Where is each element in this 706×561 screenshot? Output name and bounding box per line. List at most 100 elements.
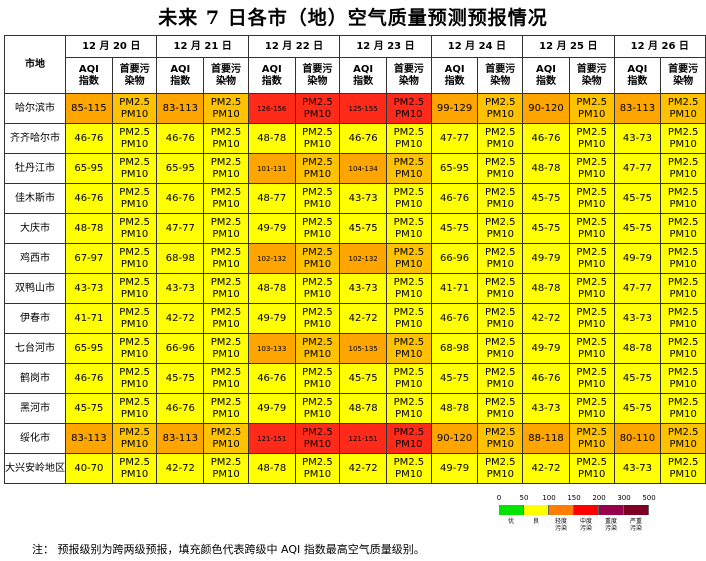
primary-pollutant: PM2.5 PM10	[111, 423, 158, 454]
aqi-range: 48-78	[247, 273, 296, 304]
pollutant-pm25: PM2.5	[119, 126, 150, 138]
aqi-range: 121-151	[339, 423, 388, 454]
primary-pollutant-header: 首要污染物	[477, 57, 524, 94]
pollutant-pm10: PM10	[486, 378, 514, 390]
pollutant-pm25: PM2.5	[393, 276, 425, 288]
pollutant-pm25: PM2.5	[210, 126, 242, 138]
pollutant-pm25: PM2.5	[119, 396, 150, 408]
aqi-range: 49-79	[613, 243, 662, 274]
primary-pollutant: PM2.5 PM10	[203, 123, 249, 154]
pollutant-pm10: PM10	[212, 198, 240, 210]
pollutant-pm10: PM10	[486, 408, 514, 420]
pollutant-pm25: PM2.5	[667, 126, 699, 138]
pollutant-pm10: PM10	[578, 258, 606, 270]
primary-pollutant: PM2.5 PM10	[203, 453, 249, 484]
pollutant-pm10: PM10	[303, 378, 332, 390]
aqi-range: 46-76	[430, 303, 479, 334]
pollutant-pm10: PM10	[578, 438, 606, 450]
aqi-range: 66-96	[430, 243, 479, 274]
forecast-table: 市地 12 月 20 日 12 月 21 日 12 月 22 日 12 月 23 日 12…	[4, 35, 706, 484]
pollutant-pm25: PM2.5	[667, 306, 699, 318]
pollutant-pm25: PM2.5	[393, 306, 425, 318]
pollutant-pm10: PM10	[120, 348, 149, 360]
pollutant-pm25: PM2.5	[119, 186, 150, 198]
pollutant-pm10: PM10	[303, 258, 332, 270]
city-name: 大庆市	[4, 213, 66, 244]
pollutant-pm10: PM10	[669, 348, 697, 360]
pollutant-pm25: PM2.5	[302, 366, 333, 378]
pollutant-pm10: PM10	[395, 468, 423, 480]
primary-pollutant: PM2.5 PM10	[660, 243, 706, 274]
pollutant-pm25: PM2.5	[484, 366, 516, 378]
legend-level-label: 优	[507, 518, 514, 525]
pollutant-pm25: PM2.5	[393, 456, 425, 468]
pollutant-pm10: PM10	[212, 228, 240, 240]
primary-pollutant: PM2.5 PM10	[111, 213, 158, 244]
table-row: 伊春市 41-71 PM2.5 PM10 42-72 PM2.5 PM10 49-79 PM2.…	[4, 303, 706, 334]
pollutant-pm10: PM10	[486, 108, 514, 120]
city-name: 鸡西市	[4, 243, 66, 274]
aqi-range: 46-76	[247, 363, 296, 394]
pollutant-pm10: PM10	[578, 378, 606, 390]
aqi-range: 46-76	[65, 183, 113, 214]
pollutant-pm25: PM2.5	[393, 396, 425, 408]
aqi-range: 43-73	[156, 273, 205, 304]
primary-pollutant: PM2.5 PM10	[294, 453, 341, 484]
city-name: 齐齐哈尔市	[4, 123, 66, 154]
aqi-range: 48-78	[247, 453, 296, 484]
pollutant-pm10: PM10	[486, 468, 514, 480]
pollutant-pm25: PM2.5	[576, 336, 607, 348]
aqi-range: 68-98	[430, 333, 479, 364]
pollutant-pm25: PM2.5	[302, 426, 333, 438]
pollutant-pm25: PM2.5	[484, 306, 516, 318]
aqi-range: 65-95	[65, 333, 113, 364]
aqi-range: 42-72	[339, 303, 388, 334]
pollutant-pm25: PM2.5	[119, 366, 150, 378]
city-column-header: 市地	[4, 35, 66, 94]
pollutant-pm10: PM10	[303, 348, 332, 360]
aqi-range: 46-76	[156, 123, 205, 154]
footnote: 注： 预报级别为跨两级预报，填充颜色代表跨级中 AQI 指数最高空气质量级别。	[32, 543, 425, 556]
pollutant-pm10: PM10	[395, 348, 423, 360]
city-name: 伊春市	[4, 303, 66, 334]
pollutant-pm10: PM10	[578, 468, 606, 480]
primary-pollutant: PM2.5 PM10	[568, 93, 615, 124]
primary-pollutant: PM2.5 PM10	[477, 393, 524, 424]
aqi-range: 90-120	[522, 93, 570, 124]
primary-pollutant: PM2.5 PM10	[477, 123, 524, 154]
aqi-range: 66-96	[156, 333, 205, 364]
aqi-range: 45-75	[430, 363, 479, 394]
primary-pollutant: PM2.5 PM10	[386, 453, 432, 484]
pollutant-pm25: PM2.5	[393, 366, 425, 378]
pollutant-pm10: PM10	[395, 318, 423, 330]
aqi-range: 83-113	[156, 423, 205, 454]
primary-pollutant: PM2.5 PM10	[386, 303, 432, 334]
pollutant-pm25: PM2.5	[302, 396, 333, 408]
legend-swatch	[499, 505, 524, 515]
primary-pollutant: PM2.5 PM10	[294, 393, 341, 424]
primary-pollutant: PM2.5 PM10	[294, 273, 341, 304]
legend-level-label: 中度污染	[579, 518, 592, 532]
pollutant-pm10: PM10	[486, 228, 514, 240]
primary-pollutant: PM2.5 PM10	[203, 423, 249, 454]
primary-pollutant: PM2.5 PM10	[111, 333, 158, 364]
pollutant-pm25: PM2.5	[576, 426, 607, 438]
legend-tick: 200	[592, 494, 606, 502]
primary-pollutant: PM2.5 PM10	[111, 273, 158, 304]
pollutant-pm10: PM10	[120, 318, 149, 330]
aqi-range: 49-79	[247, 393, 296, 424]
aqi-range: 48-78	[247, 123, 296, 154]
pollutant-pm10: PM10	[578, 318, 606, 330]
pollutant-pm25: PM2.5	[484, 426, 516, 438]
aqi-range: 46-76	[65, 363, 113, 394]
primary-pollutant: PM2.5 PM10	[203, 153, 249, 184]
city-name: 哈尔滨市	[4, 93, 66, 124]
aqi-range: 47-77	[430, 123, 479, 154]
pollutant-pm10: PM10	[395, 138, 423, 150]
pollutant-pm25: PM2.5	[210, 396, 242, 408]
primary-pollutant: PM2.5 PM10	[386, 273, 432, 304]
pollutant-pm25: PM2.5	[119, 96, 150, 108]
primary-pollutant: PM2.5 PM10	[294, 93, 341, 124]
pollutant-pm10: PM10	[578, 348, 606, 360]
primary-pollutant: PM2.5 PM10	[660, 183, 706, 214]
